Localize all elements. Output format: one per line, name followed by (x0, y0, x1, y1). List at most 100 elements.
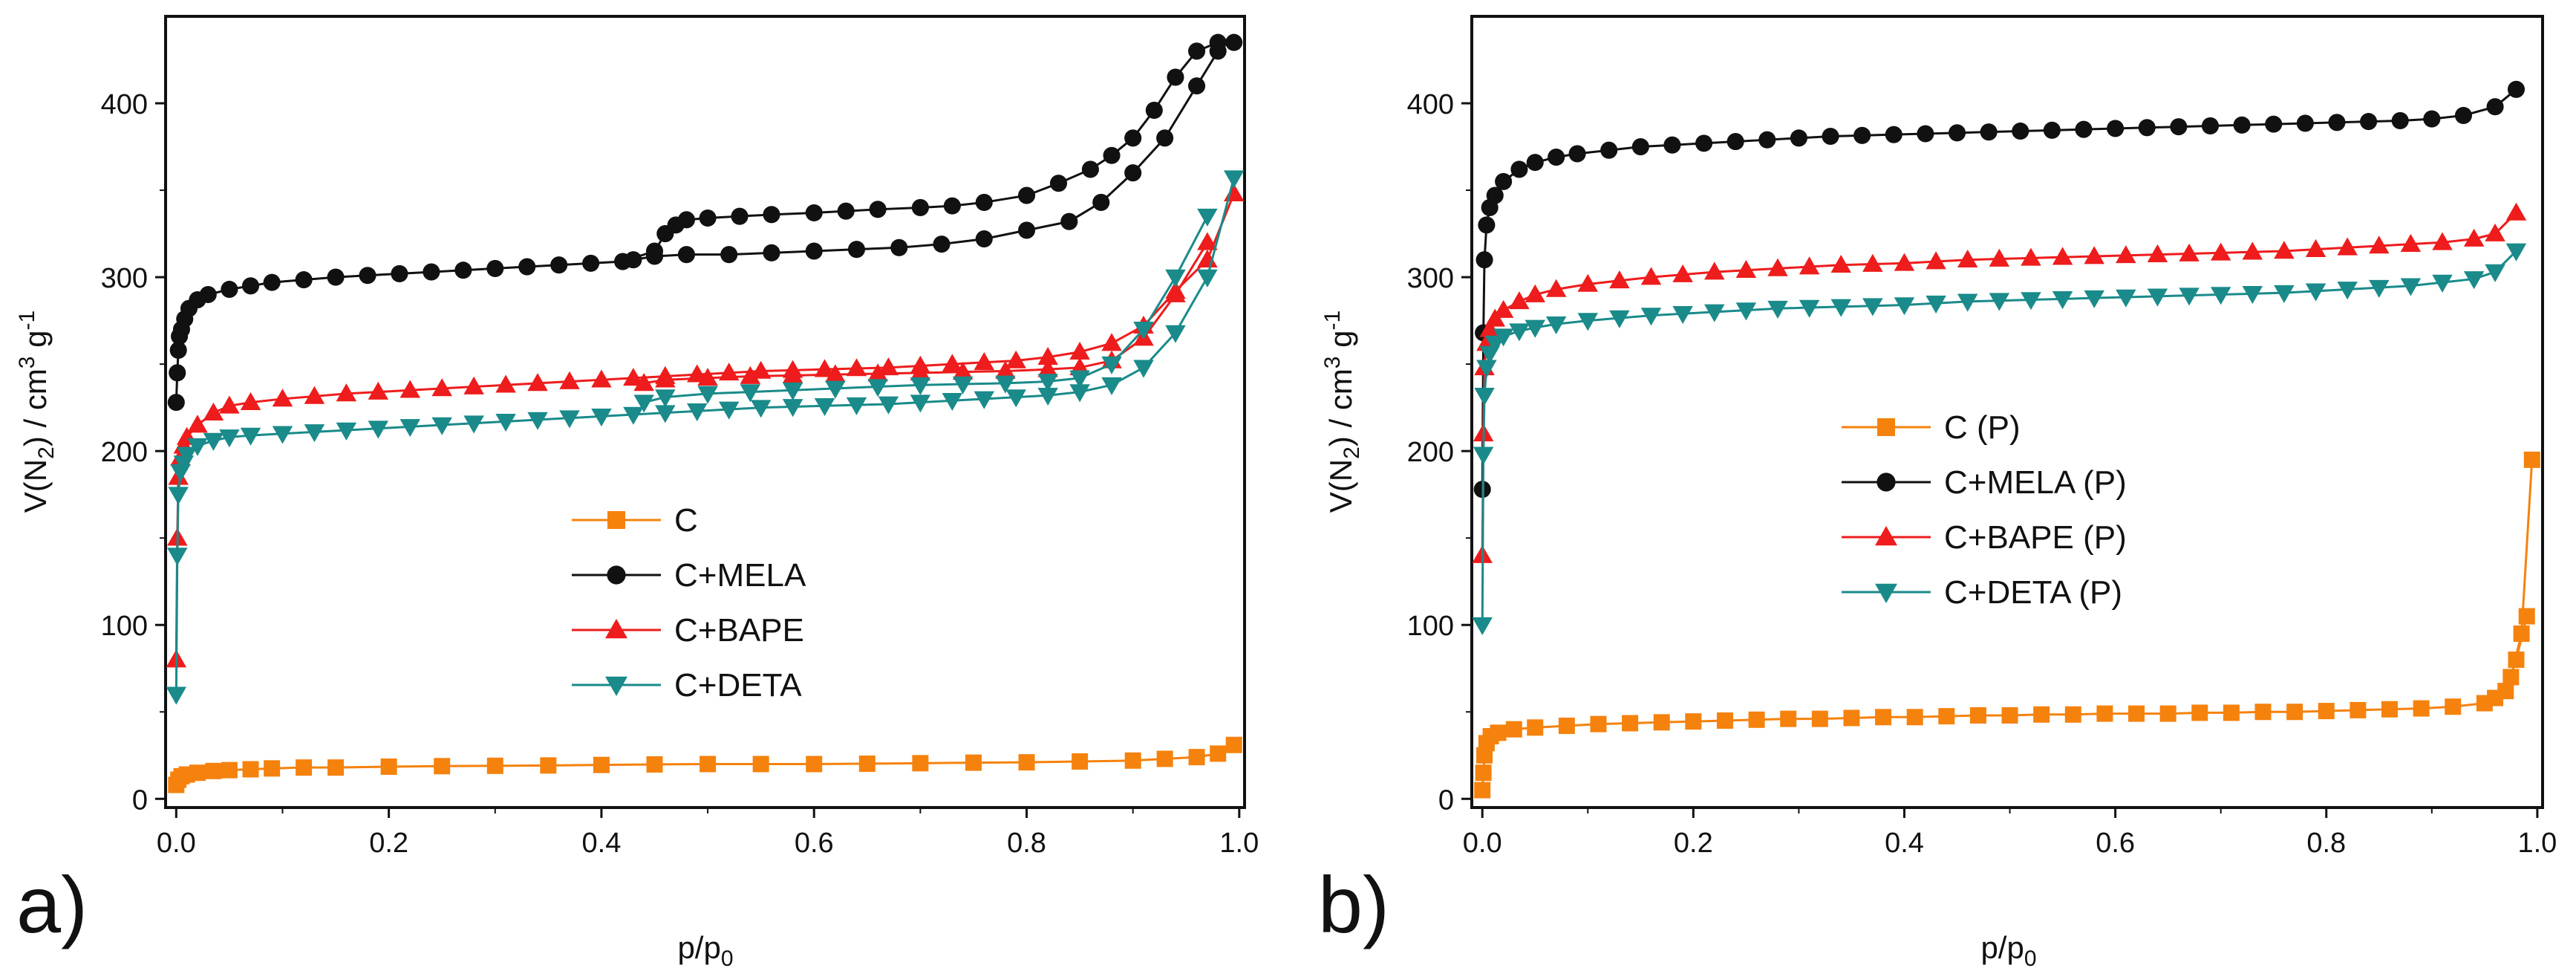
data-point (806, 756, 823, 773)
data-point (2463, 271, 2485, 290)
data-point (1767, 258, 1788, 276)
plot-frame-b (1470, 15, 2544, 809)
data-point (1830, 299, 1851, 317)
data-point (677, 246, 695, 264)
data-point (1894, 253, 1915, 271)
data-point (910, 377, 931, 395)
data-point (1640, 267, 1662, 285)
data-point (176, 446, 198, 465)
data-point (1672, 264, 1693, 282)
legend-marker (607, 565, 626, 585)
data-point (1145, 101, 1163, 119)
data-point (869, 201, 887, 218)
data-point (166, 548, 188, 566)
series-c-bape-p- (1472, 202, 2527, 563)
data-point (2021, 292, 2041, 311)
x-tick-label: 1.0 (1219, 828, 1259, 859)
data-point (2138, 119, 2156, 137)
data-point (540, 757, 557, 774)
data-point (2147, 288, 2168, 307)
data-point (166, 686, 187, 705)
data-point (1060, 212, 1078, 230)
data-point (974, 352, 995, 371)
data-point (1811, 710, 1828, 727)
data-point (847, 241, 866, 259)
data-point (633, 373, 654, 392)
data-point (264, 760, 281, 777)
data-point (272, 389, 293, 407)
data-point (740, 366, 761, 384)
x-axis-b: 0.0 0.2 0.4 0.6 0.8 1.0 (1463, 808, 2557, 859)
data-point (1188, 42, 1206, 60)
data-point (2012, 122, 2029, 140)
data-point (837, 202, 855, 220)
series-c-deta (166, 170, 1245, 705)
data-point (1225, 33, 1243, 51)
data-point (814, 397, 835, 417)
data-point (1156, 750, 1173, 767)
data-point (623, 406, 644, 425)
data-point (1875, 709, 1892, 726)
data-point (1590, 715, 1607, 733)
data-point (943, 197, 961, 215)
data-point (805, 242, 823, 260)
y-tick-label: 300 (101, 263, 148, 294)
data-point (591, 409, 612, 427)
data-point (623, 368, 644, 386)
legend-marker (605, 676, 627, 696)
x-tick-label: 0.4 (1885, 828, 1924, 859)
data-point (423, 263, 440, 281)
data-point (1685, 713, 1702, 730)
data-point (1505, 721, 1522, 738)
x-tick-label: 0.6 (795, 828, 834, 859)
data-point (2084, 246, 2104, 264)
x-tick-label: 0.8 (2306, 828, 2346, 859)
data-point (2147, 244, 2168, 262)
y-axis-label-b: V(N2) / cm3 g-1 (1320, 311, 1364, 513)
legend-marker (1877, 418, 1895, 436)
legend-label: C+MELA (P) (1944, 464, 2127, 501)
data-point (1225, 736, 1242, 753)
data-point (1525, 319, 1545, 338)
series-c-deta-desorption (633, 208, 1218, 413)
data-point (1735, 259, 1757, 279)
data-point (2523, 451, 2540, 468)
data-point (763, 244, 780, 262)
data-point (1917, 125, 1934, 143)
data-point (975, 230, 993, 248)
data-point (2179, 243, 2200, 262)
data-point (199, 285, 217, 304)
data-point (2274, 241, 2295, 259)
data-point (2391, 111, 2409, 129)
y-tick-label: 100 (101, 611, 148, 642)
legend-marker (1876, 472, 1896, 492)
data-point (391, 264, 408, 282)
data-point (1133, 360, 1154, 378)
data-point (1049, 175, 1068, 192)
data-point (168, 487, 189, 505)
x-tick-label: 0.2 (1674, 828, 1713, 859)
data-point (1476, 360, 1497, 378)
legend-b: C (P) C+MELA (P) C+BAPE (P) C+DETA (P) (1842, 409, 2127, 611)
data-point (2033, 706, 2050, 723)
data-point (1600, 141, 1618, 159)
series-line (643, 241, 1209, 385)
data-point (1156, 129, 1174, 147)
data-point (2043, 121, 2061, 139)
legend-a: C C+MELA C+BAPE C+DETA (572, 502, 806, 704)
data-point (2454, 106, 2472, 124)
data-point (1885, 126, 1902, 143)
data-point (1906, 709, 1923, 726)
series-line (633, 51, 1219, 262)
data-point (1197, 232, 1218, 250)
data-point (697, 386, 718, 404)
data-point (699, 209, 717, 227)
data-point (655, 405, 676, 423)
data-point (825, 380, 846, 399)
data-point (646, 756, 663, 773)
data-point (1493, 328, 1514, 347)
data-point (933, 235, 950, 253)
data-point (187, 438, 208, 456)
x-tick-label: 0.0 (157, 828, 196, 859)
x-tick-label: 0.6 (2096, 828, 2135, 859)
